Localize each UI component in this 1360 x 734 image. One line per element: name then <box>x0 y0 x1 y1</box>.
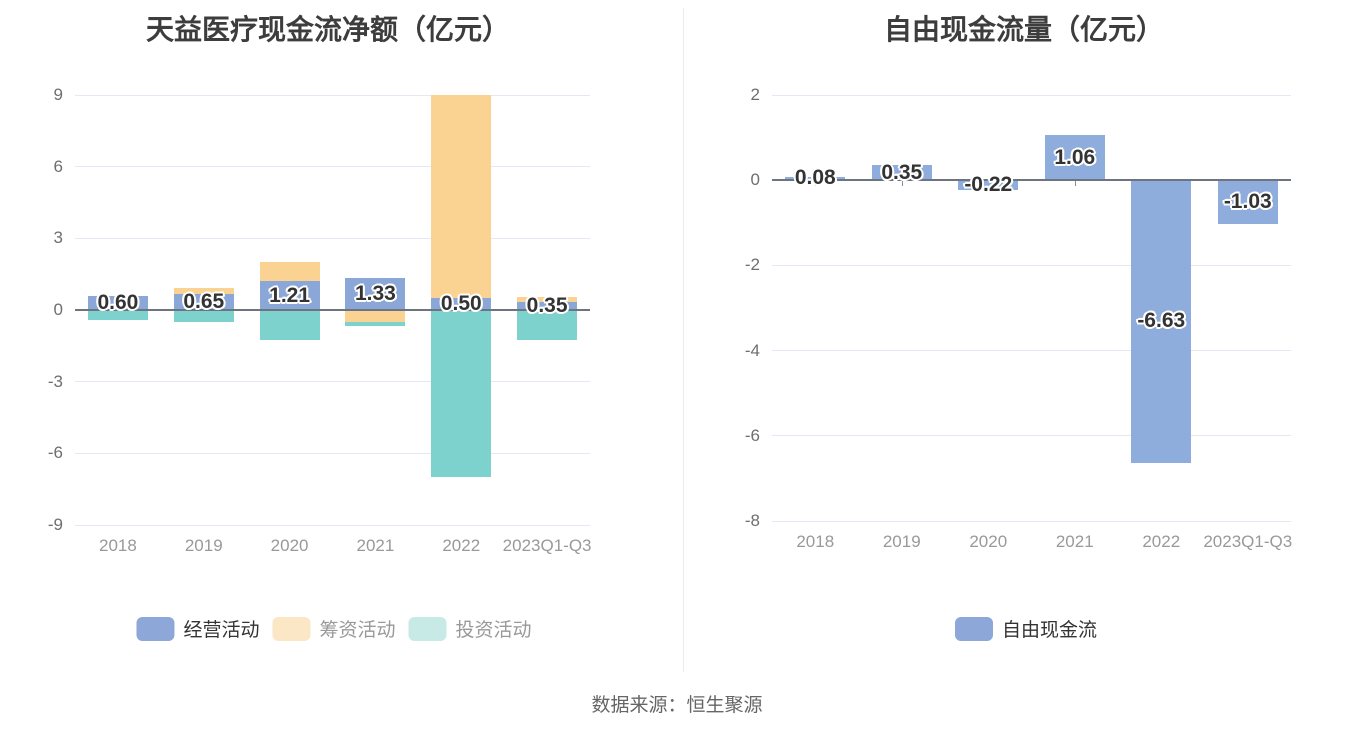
bar-segment <box>1131 180 1192 463</box>
x-axis-label: 2019 <box>184 536 223 555</box>
bar-value-label: 1.06 <box>1054 145 1096 169</box>
y-axis-label: -8 <box>744 511 760 530</box>
bar-segment <box>517 296 578 302</box>
bar-value-label: 0.60 <box>97 290 139 314</box>
bar-value-label: 0.65 <box>183 290 225 314</box>
panel-divider <box>683 8 684 672</box>
axis-tick <box>901 181 903 187</box>
bar-segment <box>173 310 234 322</box>
bar-segment <box>431 95 492 299</box>
legend-label: 自由现金流 <box>1001 620 1098 641</box>
x-axis-label: 2021 <box>356 536 395 555</box>
right-chart-title: 自由现金流量（亿元） <box>883 14 1165 45</box>
legend-item[interactable]: 投资活动 <box>408 615 532 642</box>
bar-value-label: 0.50 <box>440 292 482 316</box>
bar-value-label: 0.35 <box>526 293 568 317</box>
zero-axis-line <box>772 179 1291 182</box>
x-axis-label: 2020 <box>270 536 309 555</box>
zero-axis-line <box>75 309 590 311</box>
bar-value-label: -1.03 <box>1223 190 1272 214</box>
axis-tick <box>1074 181 1076 187</box>
bar-segment <box>958 180 1019 190</box>
x-axis-label: 2018 <box>796 532 835 551</box>
left-chart-title: 天益医疗现金流净额（亿元） <box>145 14 511 45</box>
gridline <box>75 94 590 96</box>
y-axis-label: 2 <box>750 85 760 104</box>
bar-segment <box>431 310 492 477</box>
y-axis-label: -6 <box>744 425 760 445</box>
x-axis-label: 2019 <box>882 532 921 551</box>
legend-item[interactable]: 经营活动 <box>136 615 259 642</box>
y-axis-label: -2 <box>744 255 760 275</box>
gridline <box>772 264 1291 266</box>
y-axis-label: -3 <box>47 371 63 391</box>
bar-segment <box>345 321 406 326</box>
bar-segment <box>259 281 320 310</box>
y-axis-label: -6 <box>47 443 63 463</box>
x-axis-label: 2023Q1-Q3 <box>502 536 592 555</box>
x-axis-label: 2020 <box>969 532 1008 551</box>
data-source: 数据来源：恒生聚源 <box>591 695 763 716</box>
bar-value-label: 1.33 <box>354 282 396 306</box>
legend-label: 投资活动 <box>455 620 532 641</box>
x-axis-label: 2021 <box>1055 532 1094 551</box>
axis-tick <box>815 181 817 187</box>
bar-segment <box>517 301 578 310</box>
legend-swatch <box>136 616 175 641</box>
bar-segment <box>345 278 406 310</box>
bar-value-label: 0.35 <box>881 160 923 184</box>
legend-label: 经营活动 <box>183 620 260 641</box>
bar-segment <box>431 298 492 310</box>
bar-segment <box>173 288 234 295</box>
y-axis-label: 9 <box>53 85 63 104</box>
legend-swatch <box>408 616 447 641</box>
bar-segment <box>1217 180 1278 225</box>
bar-segment <box>871 165 932 181</box>
gridline <box>772 350 1291 352</box>
left-chart-legend: 经营活动 筹资活动 投资活动 <box>136 615 532 642</box>
gridline <box>75 381 590 383</box>
x-axis-label: 2018 <box>98 536 137 555</box>
y-axis-label: -4 <box>744 340 760 360</box>
legend-item[interactable]: 筹资活动 <box>272 615 396 642</box>
right-chart-legend: 自由现金流 <box>954 615 1098 642</box>
gridline <box>772 94 1291 96</box>
x-axis-label: 2023Q1-Q3 <box>1203 532 1293 551</box>
bar-segment <box>87 295 148 310</box>
legend-swatch <box>954 616 993 641</box>
bar-segment <box>345 310 406 322</box>
bar-segment <box>1044 135 1105 181</box>
bar-value-label: -0.22 <box>964 172 1013 196</box>
x-axis-label: 2022 <box>1142 532 1181 551</box>
bar-value-label: 0.08 <box>794 166 836 190</box>
gridline <box>75 524 590 526</box>
gridline <box>75 452 590 454</box>
bar-segment <box>259 310 320 341</box>
y-axis-label: 6 <box>53 156 63 176</box>
y-axis-label: -9 <box>47 515 63 534</box>
bar-value-label: 1.21 <box>269 283 311 307</box>
legend-swatch <box>272 616 311 641</box>
bar-segment <box>173 294 234 310</box>
y-axis-label: 0 <box>750 170 760 190</box>
y-axis-label: 0 <box>53 300 63 319</box>
legend-label: 筹资活动 <box>319 620 396 641</box>
bar-segment <box>517 310 578 340</box>
y-axis-label: 3 <box>53 228 63 248</box>
gridline <box>75 166 590 168</box>
x-axis-label: 2022 <box>442 536 481 555</box>
gridline <box>75 237 590 239</box>
bar-value-label: -6.63 <box>1137 309 1186 333</box>
gridline <box>772 520 1291 522</box>
bar-segment <box>785 176 846 181</box>
bar-segment <box>259 261 320 282</box>
bar-segment <box>87 310 148 320</box>
gridline <box>772 435 1291 437</box>
legend-item[interactable]: 自由现金流 <box>954 615 1098 642</box>
